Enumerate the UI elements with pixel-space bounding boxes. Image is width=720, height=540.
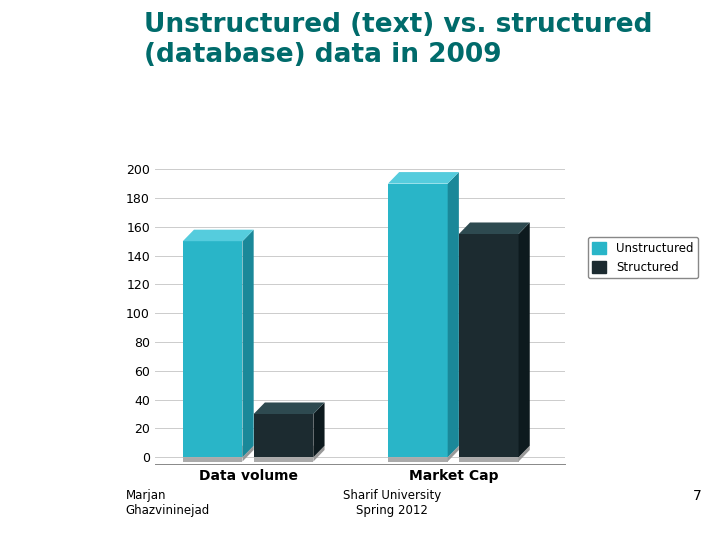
Text: Unstructured (text) vs. structured
(database) data in 2009: Unstructured (text) vs. structured (data… — [144, 12, 652, 68]
Polygon shape — [388, 184, 448, 457]
Polygon shape — [518, 222, 530, 457]
Polygon shape — [253, 402, 325, 414]
Polygon shape — [243, 446, 253, 462]
Legend: Unstructured, Structured: Unstructured, Structured — [588, 237, 698, 279]
Polygon shape — [459, 457, 518, 462]
Polygon shape — [459, 446, 530, 457]
Polygon shape — [183, 446, 253, 457]
Polygon shape — [253, 414, 313, 457]
Polygon shape — [253, 457, 313, 462]
Polygon shape — [388, 172, 459, 184]
Polygon shape — [183, 230, 253, 241]
Polygon shape — [253, 446, 325, 457]
Polygon shape — [448, 446, 459, 462]
Polygon shape — [518, 446, 530, 462]
Polygon shape — [183, 457, 243, 462]
Polygon shape — [448, 172, 459, 457]
Text: Sharif University
Spring 2012: Sharif University Spring 2012 — [343, 489, 441, 517]
Polygon shape — [388, 457, 448, 462]
Polygon shape — [313, 402, 325, 457]
Polygon shape — [243, 230, 253, 457]
Polygon shape — [313, 446, 325, 462]
Polygon shape — [459, 222, 530, 234]
Polygon shape — [459, 234, 518, 457]
Text: 7: 7 — [693, 489, 701, 503]
Text: Marjan
Ghazvininejad: Marjan Ghazvininejad — [125, 489, 210, 517]
Polygon shape — [388, 446, 459, 457]
Polygon shape — [183, 241, 243, 457]
